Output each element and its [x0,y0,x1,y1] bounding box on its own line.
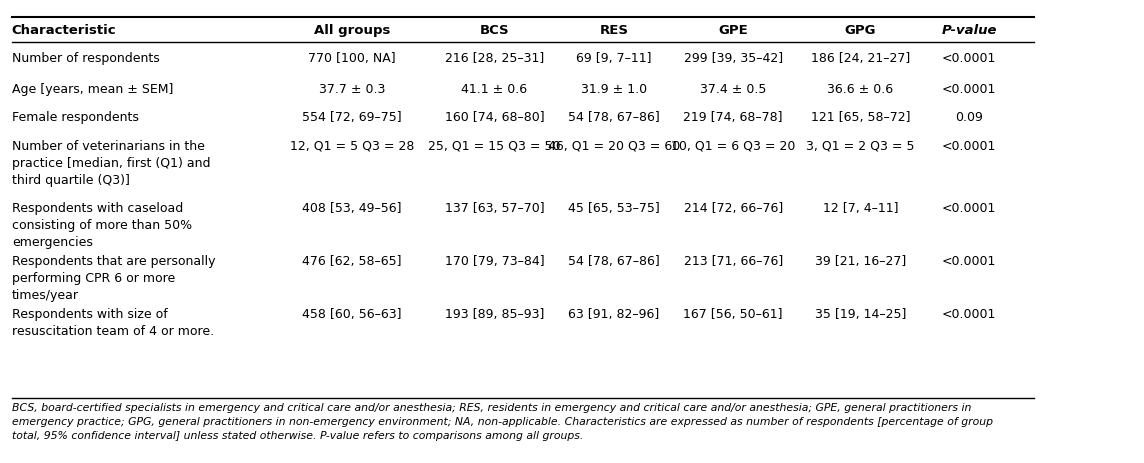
Text: 299 [39, 35–42]: 299 [39, 35–42] [684,51,782,64]
Text: 63 [91, 82–96]: 63 [91, 82–96] [569,308,659,321]
Text: 219 [74, 68–78]: 219 [74, 68–78] [683,112,782,125]
Text: 54 [78, 67–86]: 54 [78, 67–86] [567,255,660,268]
Text: 37.7 ± 0.3: 37.7 ± 0.3 [318,83,384,96]
Text: <0.0001: <0.0001 [943,255,996,268]
Text: 25, Q1 = 15 Q3 = 50: 25, Q1 = 15 Q3 = 50 [428,140,561,153]
Text: 3, Q1 = 2 Q3 = 5: 3, Q1 = 2 Q3 = 5 [807,140,914,153]
Text: Characteristic: Characteristic [11,24,117,37]
Text: 0.09: 0.09 [955,112,983,125]
Text: Respondents that are personally
performing CPR 6 or more
times/year: Respondents that are personally performi… [11,255,215,302]
Text: <0.0001: <0.0001 [943,83,996,96]
Text: 45 [65, 53–75]: 45 [65, 53–75] [567,202,660,215]
Text: 193 [89, 85–93]: 193 [89, 85–93] [445,308,545,321]
Text: <0.0001: <0.0001 [943,308,996,321]
Text: 213 [71, 66–76]: 213 [71, 66–76] [683,255,782,268]
Text: GPG: GPG [844,24,876,37]
Text: 216 [28, 25–31]: 216 [28, 25–31] [445,51,545,64]
Text: 41.1 ± 0.6: 41.1 ± 0.6 [461,83,527,96]
Text: GPE: GPE [718,24,748,37]
Text: Number of veterinarians in the
practice [median, first (Q1) and
third quartile (: Number of veterinarians in the practice … [11,140,210,187]
Text: 54 [78, 67–86]: 54 [78, 67–86] [567,112,660,125]
Text: 160 [74, 68–80]: 160 [74, 68–80] [445,112,545,125]
Text: <0.0001: <0.0001 [943,140,996,153]
Text: Female respondents: Female respondents [11,112,138,125]
Text: Respondents with caseload
consisting of more than 50%
emergencies: Respondents with caseload consisting of … [11,202,192,249]
Text: 12 [7, 4–11]: 12 [7, 4–11] [823,202,898,215]
Text: 137 [63, 57–70]: 137 [63, 57–70] [445,202,545,215]
Text: 121 [65, 58–72]: 121 [65, 58–72] [811,112,909,125]
Text: BCS: BCS [479,24,509,37]
Text: 39 [21, 16–27]: 39 [21, 16–27] [815,255,906,268]
Text: BCS, board-certified specialists in emergency and critical care and/or anesthesi: BCS, board-certified specialists in emer… [11,403,993,441]
Text: 170 [79, 73–84]: 170 [79, 73–84] [445,255,545,268]
Text: 12, Q1 = 5 Q3 = 28: 12, Q1 = 5 Q3 = 28 [289,140,414,153]
Text: 10, Q1 = 6 Q3 = 20: 10, Q1 = 6 Q3 = 20 [672,140,795,153]
Text: <0.0001: <0.0001 [943,51,996,64]
Text: 37.4 ± 0.5: 37.4 ± 0.5 [700,83,766,96]
Text: P-value: P-value [942,24,998,37]
Text: 476 [62, 58–65]: 476 [62, 58–65] [302,255,402,268]
Text: 554 [72, 69–75]: 554 [72, 69–75] [302,112,402,125]
Text: Respondents with size of
resuscitation team of 4 or more.: Respondents with size of resuscitation t… [11,308,214,338]
Text: 31.9 ± 1.0: 31.9 ± 1.0 [581,83,646,96]
Text: 214 [72, 66–76]: 214 [72, 66–76] [683,202,782,215]
Text: RES: RES [599,24,628,37]
Text: 69 [9, 7–11]: 69 [9, 7–11] [577,51,652,64]
Text: 770 [100, NA]: 770 [100, NA] [308,51,396,64]
Text: 167 [56, 50–61]: 167 [56, 50–61] [683,308,782,321]
Text: All groups: All groups [313,24,390,37]
Text: Number of respondents: Number of respondents [11,51,159,64]
Text: 458 [60, 56–63]: 458 [60, 56–63] [302,308,402,321]
Text: 46, Q1 = 20 Q3 = 60: 46, Q1 = 20 Q3 = 60 [548,140,680,153]
Text: Age [years, mean ± SEM]: Age [years, mean ± SEM] [11,83,173,96]
Text: 36.6 ± 0.6: 36.6 ± 0.6 [827,83,893,96]
Text: 186 [24, 21–27]: 186 [24, 21–27] [811,51,909,64]
Text: 35 [19, 14–25]: 35 [19, 14–25] [815,308,906,321]
Text: 408 [53, 49–56]: 408 [53, 49–56] [302,202,402,215]
Text: <0.0001: <0.0001 [943,202,996,215]
